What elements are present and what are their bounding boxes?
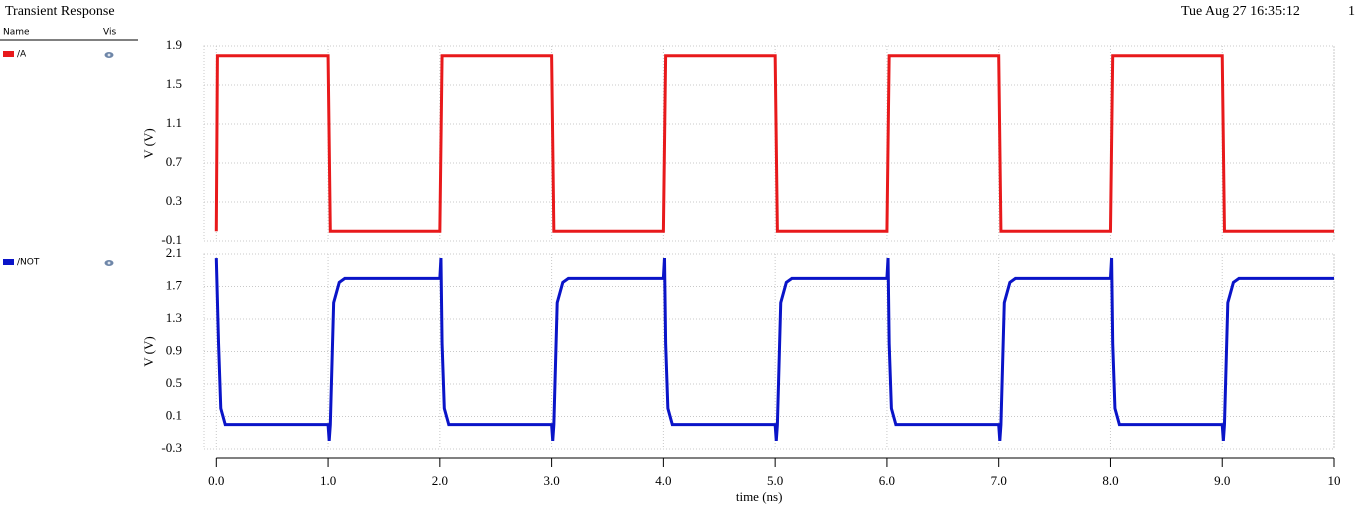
x-tick-label: 7.0 [991, 473, 1007, 488]
x-tick-label: 9.0 [1214, 473, 1230, 488]
y-tick-label: 2.1 [166, 245, 182, 260]
y-tick-label: 1.7 [166, 277, 183, 292]
y-tick-label: 1.9 [166, 37, 182, 52]
visibility-icon-pupil [107, 53, 111, 57]
y-axis-label: V (V) [141, 128, 156, 158]
legend-swatch [3, 259, 14, 265]
x-tick-label: 4.0 [655, 473, 671, 488]
legend-label: /A [17, 50, 27, 60]
y-tick-label: 1.5 [166, 76, 182, 91]
x-tick-label: 10 [1328, 473, 1341, 488]
plot-frame [203, 45, 1335, 242]
x-tick-label: 8.0 [1102, 473, 1118, 488]
page-number: 1 [1348, 4, 1355, 19]
legend-vis-header: Vis [103, 28, 116, 38]
legend-label: /NOT [17, 258, 40, 268]
y-tick-label: 1.1 [166, 115, 182, 130]
series-line [214, 257, 1334, 441]
y-tick-label: -0.3 [161, 440, 182, 455]
date: Tue Aug 27 16:35:12 [1181, 4, 1300, 19]
y-tick-label: 1.3 [166, 310, 182, 325]
y-tick-label: 0.5 [166, 375, 182, 390]
legend-swatch [3, 51, 14, 57]
x-tick-label: 3.0 [543, 473, 559, 488]
visibility-icon-pupil [107, 261, 111, 265]
x-tick-label: 2.0 [432, 473, 448, 488]
y-tick-label: 0.7 [166, 154, 183, 169]
legend-name-header: Name [3, 28, 30, 38]
y-tick-label: 0.9 [166, 342, 182, 357]
series-line [214, 54, 1334, 233]
x-tick-label: 0.0 [208, 473, 224, 488]
x-tick-label: 1.0 [320, 473, 336, 488]
y-axis-label: V (V) [141, 336, 156, 366]
x-tick-label: 5.0 [767, 473, 783, 488]
y-tick-label: 0.1 [166, 407, 182, 422]
x-axis-label: time (ns) [736, 489, 783, 504]
window-title: Transient Response [5, 4, 115, 19]
y-tick-label: 0.3 [166, 193, 182, 208]
y-tick-label: -0.1 [161, 232, 182, 247]
x-tick-label: 6.0 [879, 473, 895, 488]
